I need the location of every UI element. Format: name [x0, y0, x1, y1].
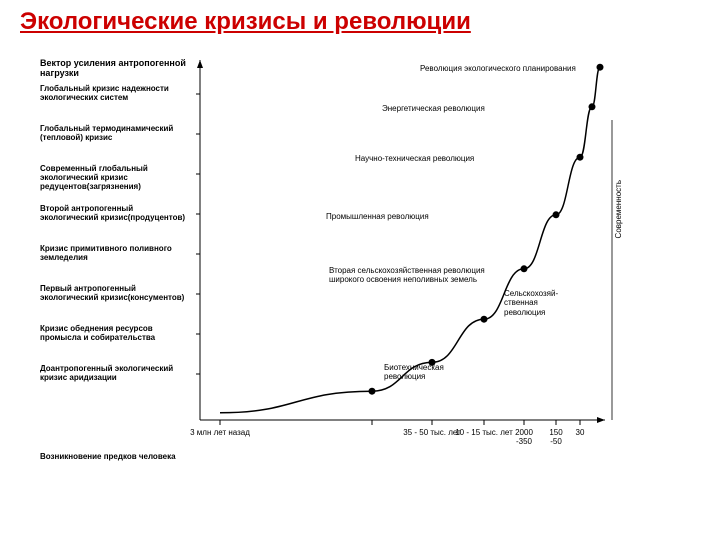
- data-point: [481, 316, 488, 323]
- x-tick-label: 35 - 50 тыс. лет: [402, 428, 462, 437]
- data-point: [597, 64, 604, 71]
- point-label: Биотехническая революция: [384, 363, 444, 381]
- point-label: Сельскохозяй- ственная революция: [504, 289, 558, 317]
- y-label: Кризис примитивного поливного земледелия: [40, 244, 192, 262]
- data-point: [553, 211, 560, 218]
- data-point: [589, 103, 596, 110]
- point-label: Энергетическая революция: [382, 104, 485, 113]
- y-label: Кризис обеднения ресурсов промысла и соб…: [40, 324, 192, 342]
- point-label: Научно-техническая революция: [355, 154, 474, 163]
- point-label: Промышленная революция: [326, 212, 429, 221]
- y-label: Глобальный термодинамический (тепловой) …: [40, 124, 192, 142]
- right-vertical-label: Современность: [614, 180, 623, 238]
- x-tick-label: 30: [550, 428, 610, 437]
- y-label: Современный глобальный экологический кри…: [40, 164, 192, 192]
- curve: [220, 67, 600, 413]
- y-axis-title: Вектор усиления антропогенной нагрузки: [40, 58, 190, 79]
- y-label: Доантропогенный экологический кризис ари…: [40, 364, 192, 382]
- y-label: Глобальный кризис надежности экологическ…: [40, 84, 192, 102]
- data-point: [369, 388, 376, 395]
- data-point: [577, 154, 584, 161]
- x-origin-label: Возникновение предков человека: [40, 452, 200, 461]
- y-label: Первый антропогенный экологический кризи…: [40, 284, 192, 302]
- data-point: [521, 265, 528, 272]
- x-tick-label: 3 млн лет назад: [190, 428, 250, 437]
- point-label: Вторая сельскохозяйственная революция ши…: [329, 266, 509, 284]
- y-label: Второй антропогенный экологический кризи…: [40, 204, 192, 222]
- point-label: Революция экологического планирования: [420, 64, 576, 73]
